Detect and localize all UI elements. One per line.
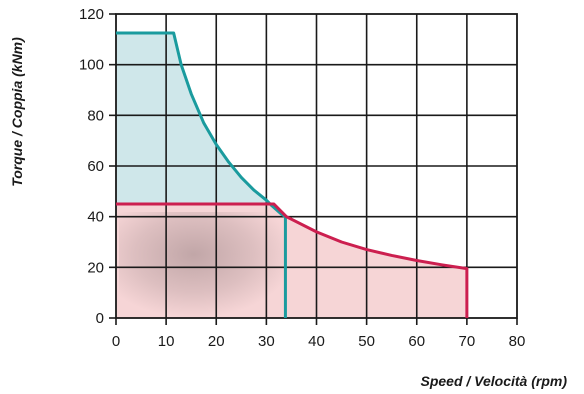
y-tick-label: 100 bbox=[79, 57, 104, 74]
series-lines bbox=[116, 31, 469, 318]
y-axis-label: Torque / Coppia (kNm) bbox=[9, 37, 25, 187]
x-tick-label: 10 bbox=[158, 333, 175, 350]
y-tick-label: 120 bbox=[79, 6, 104, 23]
y-tick-label: 0 bbox=[96, 310, 104, 327]
x-tick-label: 40 bbox=[308, 333, 325, 350]
series-1-line bbox=[116, 31, 287, 318]
x-tick-label: 80 bbox=[509, 333, 526, 350]
y-tick-label: 80 bbox=[87, 107, 104, 124]
y-tick-label: 40 bbox=[87, 209, 104, 226]
x-tick-label: 20 bbox=[208, 333, 225, 350]
x-tick-label: 60 bbox=[408, 333, 425, 350]
x-tick-label: 50 bbox=[358, 333, 375, 350]
y-tick-label: 60 bbox=[87, 158, 104, 175]
series-2-line bbox=[116, 202, 469, 318]
y-tick-label: 20 bbox=[87, 259, 104, 276]
shadow-overlay bbox=[119, 212, 286, 318]
x-tick-label: 70 bbox=[459, 333, 476, 350]
gridlines bbox=[109, 13, 518, 325]
x-tick-label: 0 bbox=[112, 333, 120, 350]
x-tick-label: 30 bbox=[258, 333, 275, 350]
tick-labels: 0 10 20 30 40 50 60 70 80 0 20 40 60 80 100 120 bbox=[79, 6, 525, 350]
x-axis-label: Speed / Velocità (rpm) bbox=[420, 373, 567, 389]
